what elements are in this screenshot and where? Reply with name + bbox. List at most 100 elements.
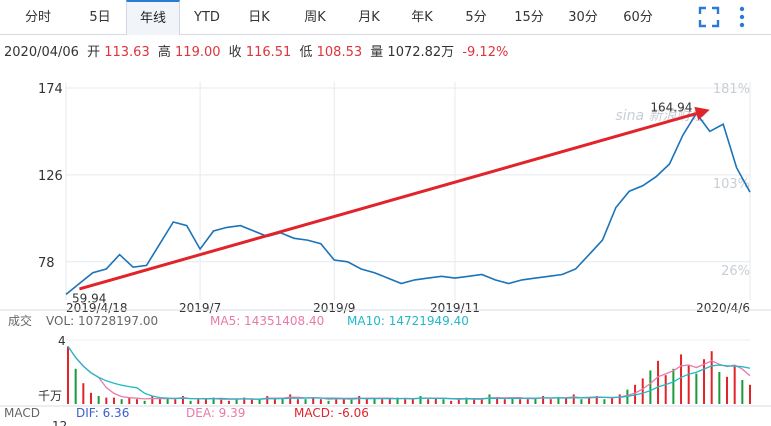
volume-bar — [695, 373, 698, 404]
volume-bar — [680, 354, 683, 404]
volume-bar — [580, 399, 583, 404]
volume-bar — [227, 400, 230, 404]
volume-bar — [588, 397, 591, 404]
close-label: 收 — [228, 45, 242, 60]
tab-3[interactable]: YTD — [194, 10, 220, 25]
volume-bar — [235, 399, 238, 404]
pct-tick-label: 26% — [721, 264, 750, 279]
volume-label: 量 — [370, 45, 384, 60]
volume-bar — [304, 399, 307, 404]
volume-bar — [726, 376, 729, 404]
open-label: 开 — [87, 45, 101, 60]
volume-bar — [319, 399, 322, 404]
volume-bar — [273, 399, 276, 404]
fullscreen-icon[interactable] — [698, 6, 720, 28]
volume-bar — [358, 396, 361, 404]
volume-bar — [135, 399, 138, 404]
volume-bar — [350, 399, 353, 404]
volume-bar — [220, 399, 223, 404]
macd-legend-dif: DIF: 6.36 — [76, 406, 129, 420]
volume-bar — [388, 399, 391, 404]
tab-9[interactable]: 15分 — [514, 10, 544, 25]
macd-y-tick: 12 — [52, 419, 67, 426]
tab-0[interactable]: 分时 — [24, 10, 51, 25]
more-icon[interactable] — [735, 5, 749, 29]
volume-bar — [67, 346, 69, 404]
high-label: 高 — [157, 45, 171, 60]
tab-6[interactable]: 月K — [358, 10, 380, 25]
pct-tick-label: 103% — [713, 177, 750, 192]
volume-bar — [74, 368, 77, 404]
volume-bar — [434, 397, 437, 404]
volume-bar — [710, 351, 713, 404]
macd-legend-dea: DEA: 9.39 — [186, 406, 245, 420]
volume-bar — [519, 399, 522, 404]
volume-legend-vol: VOL: 10728197.00 — [46, 314, 158, 328]
volume-legend-ma5: MA5: 14351408.40 — [210, 314, 324, 328]
volume-bar — [480, 399, 483, 404]
volume-bar — [250, 399, 253, 404]
volume-ma10-line — [67, 346, 751, 400]
volume-bar — [473, 399, 476, 404]
x-tick-label: 2020/4/6 — [696, 301, 750, 315]
volume-bar — [542, 396, 545, 404]
volume-bar — [327, 400, 330, 404]
volume-bar — [105, 397, 108, 404]
volume-bar — [82, 383, 85, 404]
y-tick-label: 126 — [38, 169, 63, 184]
volume-bar — [549, 399, 552, 404]
volume-bar — [595, 396, 598, 404]
volume-bar — [664, 375, 667, 404]
volume-bar — [565, 397, 568, 404]
volume-legend-ma10: MA10: 14721949.40 — [347, 314, 469, 328]
tab-11[interactable]: 60分 — [623, 10, 653, 25]
tab-2[interactable]: 年线 — [126, 0, 180, 35]
volume-bar — [427, 399, 430, 404]
min-price-label: 59.94 — [72, 291, 106, 305]
tab-7[interactable]: 年K — [411, 10, 433, 25]
pct-tick-label: 181% — [713, 82, 750, 97]
volume-bar — [381, 399, 384, 404]
volume-bar — [687, 365, 690, 404]
macd-title: MACD — [4, 406, 40, 420]
volume-bar — [465, 397, 468, 404]
tab-4[interactable]: 日K — [248, 10, 270, 25]
volume-bar — [365, 399, 368, 404]
low-value: 108.53 — [316, 45, 363, 60]
volume-y-tick: 4 — [58, 334, 66, 348]
volume-bar — [158, 399, 161, 404]
volume-bar — [166, 397, 169, 404]
volume-bar — [373, 397, 376, 404]
volume-bar — [672, 368, 675, 404]
volume-bar — [289, 394, 292, 404]
volume-bar — [733, 365, 736, 404]
volume-bar — [503, 399, 506, 404]
low-label: 低 — [299, 45, 313, 60]
tab-10[interactable]: 30分 — [568, 10, 598, 25]
x-tick-label: 2019/7 — [179, 301, 221, 315]
volume-bar — [457, 399, 460, 404]
volume-bar — [718, 372, 721, 404]
volume-bar — [526, 399, 529, 404]
price-line — [65, 111, 751, 296]
volume-bar — [120, 399, 123, 404]
volume-bar — [128, 397, 131, 404]
tab-8[interactable]: 5分 — [465, 10, 487, 25]
volume-bar — [534, 397, 537, 404]
volume-bar — [496, 397, 499, 404]
quote-date: 2020/04/06 — [4, 45, 79, 60]
tab-5[interactable]: 周K — [304, 10, 326, 25]
close-value: 116.51 — [245, 45, 292, 60]
volume-bar — [572, 394, 575, 404]
volume-bar — [411, 399, 414, 404]
volume-bar — [657, 360, 660, 404]
y-tick-label: 78 — [38, 256, 55, 271]
volume-bar — [404, 399, 407, 404]
volume-value: 1072.82万 — [387, 45, 455, 60]
volume-bar — [649, 370, 652, 404]
watermark-text: sina 新浪财经 — [615, 108, 706, 124]
volume-bar — [641, 378, 644, 404]
tab-1[interactable]: 5日 — [89, 10, 111, 25]
volume-bar — [197, 399, 200, 404]
